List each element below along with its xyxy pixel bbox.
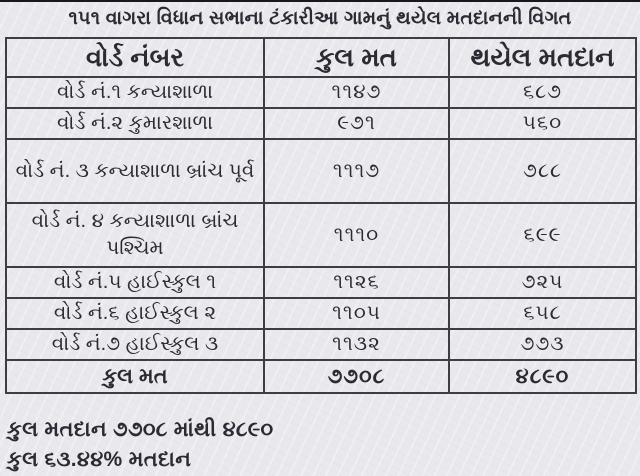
summary-turnout-line: કુલ મતદાન ૭૭૦૮ માંથી ૪૮૯૦ — [7, 418, 274, 441]
col-header-total-votes: કુલ મત — [263, 37, 450, 78]
votes-cast-value: ૭૨૫ — [448, 266, 637, 299]
grand-total-cast-value: ૪૮૯૦ — [448, 359, 637, 394]
votes-cast-value: ૭૮૮ — [448, 138, 637, 204]
total-votes-value: ૧૧૧૭ — [263, 138, 450, 204]
total-votes-value: ૧૧૪૭ — [263, 76, 450, 109]
votes-cast-value: ૬૫૮ — [448, 297, 637, 330]
table-row-ward-7: વોર્ડ નં.૭ હાઈસ્કુલ ૩ ૧૧૩૨ ૭૭૩ — [5, 328, 637, 361]
table-row-ward-5: વોર્ડ નં.૫ હાઈસ્કુલ ૧ ૧૧૨૬ ૭૨૫ — [5, 266, 637, 299]
table-row-ward-3: વોર્ડ નં. ૩ કન્યાશાળા બ્રાંચ પૂર્વ ૧૧૧૭ … — [5, 138, 637, 204]
votes-cast-value: ૭૭૩ — [448, 328, 637, 361]
total-votes-value: ૯૭૧ — [263, 107, 450, 140]
table-header-row: વોર્ડ નંબર કુલ મત થયેલ મતદાન — [5, 37, 637, 78]
table-row-ward-1: વોર્ડ નં.૧ કન્યાશાળા ૧૧૪૭ ૬૮૭ — [5, 76, 637, 109]
document-title: ૧૫૧ વાગરા વિધાન સભાના ટંકારીઆ ગામનું થયે… — [68, 8, 572, 29]
ward-label: વોર્ડ નં. ૩ કન્યાશાળા બ્રાંચ પૂર્વ — [5, 138, 265, 204]
total-votes-value: ૧૧૧૦ — [263, 202, 450, 268]
table-row-ward-6: વોર્ડ નં.૬ હાઈસ્કુલ ૨ ૧૧૦૫ ૬૫૮ — [5, 297, 637, 330]
col-header-ward-number: વોર્ડ નંબર — [5, 37, 265, 78]
table-row-grand-total: કુલ મત ૭૭૦૮ ૪૮૯૦ — [5, 359, 637, 394]
ward-label: વોર્ડ નં.૨ કુમારશાળા — [5, 107, 265, 140]
ward-label: વોર્ડ નં.૬ હાઈસ્કુલ ૨ — [5, 297, 265, 330]
scan-edge-artifact — [0, 0, 640, 2]
votes-cast-value: ૬૮૭ — [448, 76, 637, 109]
ward-label: વોર્ડ નં.૫ હાઈસ્કુલ ૧ — [5, 266, 265, 299]
grand-total-votes-value: ૭૭૦૮ — [263, 359, 450, 394]
col-header-votes-cast: થયેલ મતદાન — [448, 37, 637, 78]
ward-label: વોર્ડ નં.૧ કન્યાશાળા — [5, 76, 265, 109]
votes-cast-value: ૬૯૯ — [448, 202, 637, 268]
summary-percentage-line: કુલ ૬૩.૪૪% મતદાન — [7, 448, 192, 471]
ward-label: વોર્ડ નં.૭ હાઈસ્કુલ ૩ — [5, 328, 265, 361]
total-votes-value: ૧૧૦૫ — [263, 297, 450, 330]
ward-label: વોર્ડ નં. ૪ કન્યાશાળા બ્રાંચ પશ્ચિમ — [5, 202, 265, 268]
table-row-ward-2: વોર્ડ નં.૨ કુમારશાળા ૯૭૧ ૫૬૦ — [5, 107, 637, 140]
votes-cast-value: ૫૬૦ — [448, 107, 637, 140]
grand-total-label: કુલ મત — [5, 359, 265, 394]
total-votes-value: ૧૧૩૨ — [263, 328, 450, 361]
table-row-ward-4: વોર્ડ નં. ૪ કન્યાશાળા બ્રાંચ પશ્ચિમ ૧૧૧૦… — [5, 202, 637, 268]
total-votes-value: ૧૧૨૬ — [263, 266, 450, 299]
voting-results-table: વોર્ડ નંબર કુલ મત થયેલ મતદાન વોર્ડ નં.૧ … — [5, 37, 637, 394]
